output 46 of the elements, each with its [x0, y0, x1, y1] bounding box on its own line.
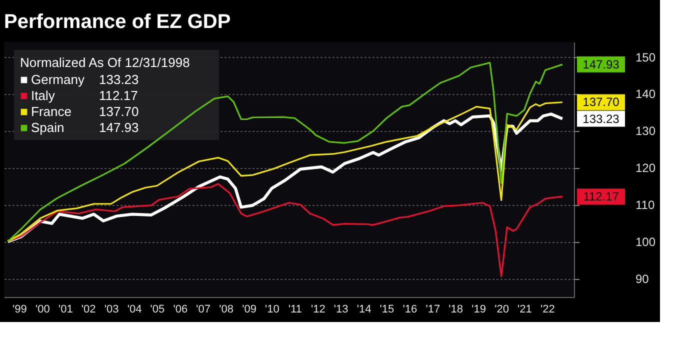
y-tick-label: 150	[636, 50, 656, 64]
x-tick-label: '07	[196, 304, 211, 316]
x-tick-label: '10	[265, 304, 280, 316]
x-tick-label: '19	[472, 304, 486, 316]
data-label: 133.23	[582, 112, 620, 126]
x-tick-label: '11	[288, 304, 302, 316]
legend-label: France	[31, 104, 72, 119]
text: 137.70	[99, 104, 139, 119]
x-tick-label: '20	[494, 304, 509, 316]
y-tick-label: 120	[636, 161, 656, 176]
chart-title: Performance of EZ GDP	[4, 11, 231, 33]
x-tick-label: '16	[402, 304, 418, 316]
legend-label: Italy	[31, 88, 56, 103]
y-tick-label: 140	[636, 87, 656, 102]
x-tick-label: '06	[173, 304, 188, 316]
text: 112.17	[99, 88, 138, 103]
legend-label: Germany	[31, 72, 85, 87]
text: 147.93	[99, 120, 139, 135]
x-tick-label: '03	[104, 304, 119, 316]
x-tick-label: '12	[310, 304, 326, 316]
text: 133.23	[99, 72, 139, 87]
x-tick-label: '00	[36, 304, 50, 316]
x-tick-label: '22	[540, 304, 555, 316]
data-label: 147.93	[582, 57, 620, 72]
x-tick-label: '18	[448, 304, 464, 316]
data-label: 137.70	[582, 95, 620, 110]
legend-label: Spain	[31, 120, 64, 135]
x-tick-label: '05	[150, 304, 165, 316]
data-label: 112.17	[583, 190, 620, 204]
line-series	[7, 183, 564, 278]
y-tick-label: 130	[636, 124, 656, 138]
legend-title: Normalized As Of 12/31/1998	[20, 55, 190, 70]
y-tick-label: 100	[636, 235, 656, 250]
y-tick-label: 90	[636, 272, 650, 286]
x-tick-label: '01	[58, 304, 73, 316]
x-tick-label: '02	[81, 304, 96, 316]
x-tick-label: '17	[426, 304, 440, 316]
x-tick-label: '09	[242, 304, 256, 316]
x-tick-label: '04	[127, 304, 142, 316]
x-tick-label: '15	[380, 304, 394, 316]
x-tick-label: '99	[12, 304, 27, 316]
x-tick-label: '13	[334, 304, 348, 316]
x-tick-label: '14	[356, 304, 372, 316]
y-tick-label: 110	[636, 198, 655, 212]
x-tick-label: '21	[518, 304, 532, 316]
x-tick-label: '08	[219, 304, 234, 316]
